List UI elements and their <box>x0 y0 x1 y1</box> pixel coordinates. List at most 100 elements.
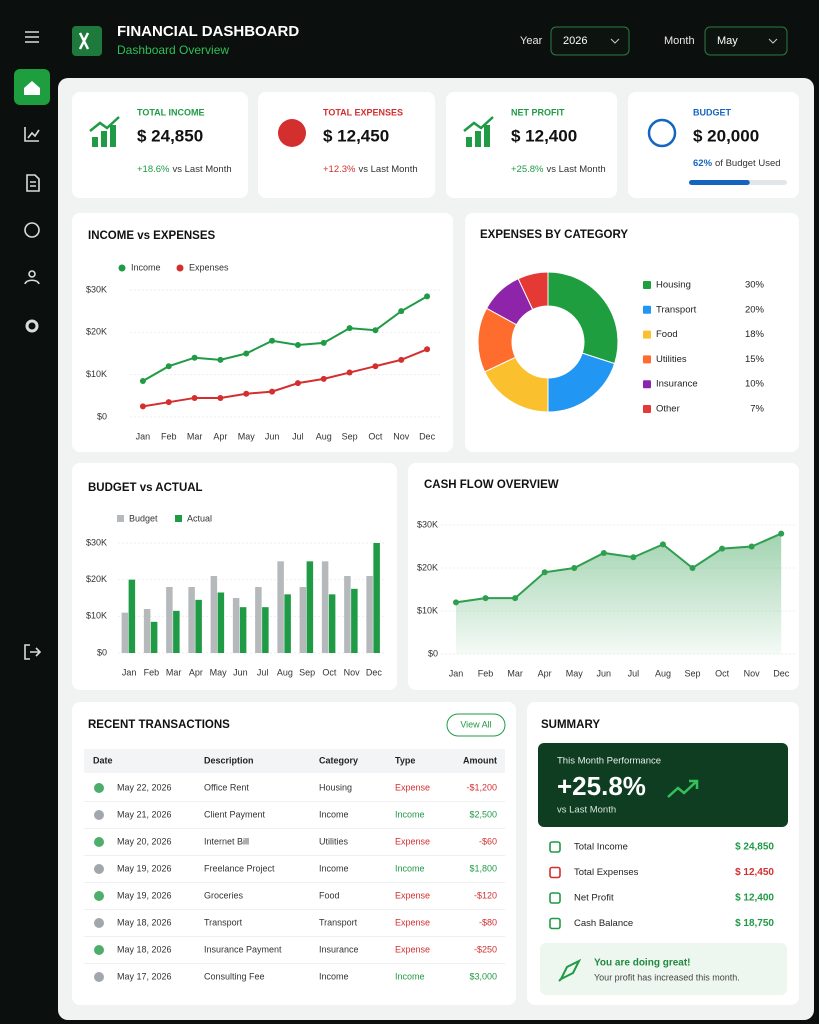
cell: Expense <box>395 944 430 954</box>
y-tick-label: $0 <box>97 647 107 657</box>
menu-icon[interactable] <box>25 31 39 43</box>
bar <box>173 610 180 653</box>
year-select[interactable] <box>550 26 630 56</box>
column-header: Date <box>93 755 113 765</box>
performance-note: vs Last Month <box>557 805 616 816</box>
point <box>630 554 637 561</box>
budget-icon[interactable] <box>24 222 40 238</box>
legend-label: Utilities <box>656 354 687 365</box>
chart-title: BUDGET vs ACTUAL <box>88 482 203 494</box>
summary-value: $ 12,400 <box>735 893 774 904</box>
performance-title: This Month Performance <box>557 756 661 767</box>
cell: Income <box>319 971 349 981</box>
message-text: Your profit has increased this month. <box>594 972 740 982</box>
cell: Freelance Project <box>204 863 275 873</box>
cell: Income <box>395 971 425 981</box>
year-value: 2026 <box>563 35 587 47</box>
kpi-value: $ 20,000 <box>693 126 759 145</box>
month-caret <box>768 38 778 44</box>
summary-value: $ 24,850 <box>735 842 774 853</box>
summary-value: $ 12,450 <box>735 867 774 878</box>
bar <box>351 588 358 653</box>
kpi-value: $ 24,850 <box>137 126 203 145</box>
x-tick-label: Mar <box>187 431 203 441</box>
summary-value: $ 18,750 <box>735 918 774 929</box>
cell: $1,800 <box>469 863 497 873</box>
row-icon <box>94 837 104 847</box>
row-icon <box>94 810 104 820</box>
x-tick-label: Dec <box>773 668 790 678</box>
kpi-change: +18.6% vs Last Month <box>137 164 232 175</box>
column-header: Category <box>319 755 358 765</box>
cell: Expense <box>395 917 430 927</box>
legend-swatch <box>176 264 184 272</box>
x-tick-label: Aug <box>655 668 671 678</box>
kpi-label: TOTAL EXPENSES <box>323 107 403 117</box>
line <box>455 532 782 604</box>
settings-icon[interactable] <box>25 319 39 333</box>
bar <box>195 599 202 653</box>
bar <box>188 587 195 653</box>
x-tick-label: Apr <box>189 667 203 677</box>
bar <box>217 592 225 653</box>
x-tick-label: Aug <box>277 667 293 677</box>
cell: May 19, 2026 <box>117 890 172 900</box>
performance-box <box>538 743 788 827</box>
kpi-change: +25.8% vs Last Month <box>511 164 606 175</box>
cell: Transport <box>204 917 243 927</box>
cell: Client Payment <box>204 809 266 819</box>
reports-icon[interactable] <box>26 174 40 192</box>
cell: -$60 <box>479 836 497 846</box>
kpi-change: +12.3% vs Last Month <box>323 164 418 175</box>
x-tick-label: Jan <box>122 667 137 677</box>
cell: -$1,200 <box>466 782 497 792</box>
x-tick-label: Dec <box>366 667 383 677</box>
x-tick-label: Sep <box>299 667 315 677</box>
month-label: Month <box>664 35 695 47</box>
legend-label: Income <box>131 262 161 272</box>
legend-swatch <box>643 380 651 389</box>
cell: Housing <box>319 782 352 792</box>
cell: $3,000 <box>469 971 497 981</box>
kpi-card <box>446 92 617 198</box>
point <box>139 378 146 385</box>
point <box>191 394 198 401</box>
legend-value: 30% <box>745 280 765 291</box>
users-icon[interactable] <box>24 270 40 285</box>
point <box>398 308 405 315</box>
table-header <box>84 749 505 773</box>
view-all-button[interactable] <box>446 713 506 737</box>
kpi-label: BUDGET <box>693 107 732 117</box>
view-all-label: View All <box>460 719 491 729</box>
line <box>142 348 428 408</box>
point <box>269 337 276 344</box>
kpi-icon <box>463 116 494 132</box>
item-icon <box>549 866 561 879</box>
kpi-icon <box>475 131 481 147</box>
point <box>320 339 327 346</box>
legend-swatch <box>175 515 182 522</box>
logout-icon[interactable] <box>24 644 42 660</box>
cell: $2,500 <box>469 809 497 819</box>
point <box>217 394 224 401</box>
cell: Groceries <box>204 890 244 900</box>
x-tick-label: Aug <box>316 431 332 441</box>
row-icon <box>94 918 104 928</box>
line <box>142 295 428 382</box>
point <box>139 403 146 410</box>
bar <box>277 561 284 653</box>
cell: May 18, 2026 <box>117 917 172 927</box>
x-tick-label: Jun <box>265 431 280 441</box>
kpi-label: NET PROFIT <box>511 107 565 117</box>
kpi-icon <box>484 125 490 147</box>
analytics-icon[interactable] <box>24 127 40 142</box>
point <box>372 327 379 334</box>
cell: Expense <box>395 890 430 900</box>
point <box>600 549 607 556</box>
month-select[interactable] <box>704 26 788 56</box>
bar <box>262 607 269 653</box>
progress-bar <box>689 180 750 185</box>
bar <box>328 594 336 653</box>
legend-value: 18% <box>745 329 765 340</box>
legend-swatch <box>643 355 651 364</box>
